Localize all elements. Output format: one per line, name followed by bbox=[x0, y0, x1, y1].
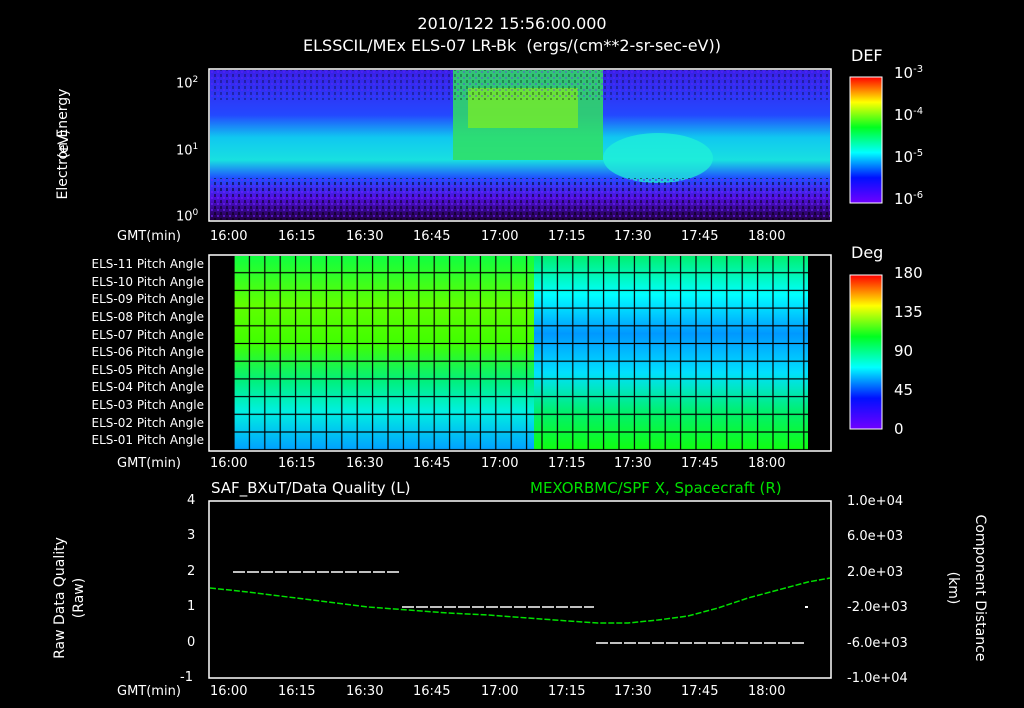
quality-distance-plot bbox=[208, 500, 832, 679]
distance-ylabel: Component Distance bbox=[972, 514, 988, 662]
def-tick-1e-4: 10-4 bbox=[894, 106, 924, 124]
gmt-label-3: GMT(min) bbox=[117, 684, 181, 699]
gmt-label-1: GMT(min) bbox=[117, 229, 181, 244]
pitch-angle-plot bbox=[208, 254, 832, 452]
panel3-title-right: MEXORBMC/SPF X, Spacecraft (R) bbox=[530, 479, 782, 497]
deg-tick-0: 0 bbox=[894, 420, 904, 438]
ytick-100: 102 bbox=[176, 75, 199, 92]
deg-tick-135: 135 bbox=[894, 303, 923, 321]
ytick-1: 100 bbox=[176, 208, 199, 225]
ytick-10: 101 bbox=[176, 142, 199, 159]
energy-ylabel-unit: (eV) bbox=[56, 129, 72, 159]
def-tick-1e-3: 10-3 bbox=[894, 64, 924, 82]
def-tick-1e-6: 10-6 bbox=[894, 190, 924, 208]
def-colorbar-title: DEF bbox=[851, 46, 883, 65]
spf-x-series bbox=[209, 577, 831, 624]
quality-ylabel-unit: (Raw) bbox=[71, 577, 87, 619]
quality-ylabel: Raw Data Quality bbox=[52, 537, 68, 659]
deg-tick-45: 45 bbox=[894, 381, 914, 399]
def-tick-1e-5: 10-5 bbox=[894, 148, 924, 166]
timestamp-title: 2010/122 15:56:00.000 bbox=[417, 14, 607, 33]
deg-tick-90: 90 bbox=[894, 342, 914, 360]
deg-colorbar-title: Deg bbox=[851, 243, 884, 262]
gmt-label-2: GMT(min) bbox=[117, 456, 181, 471]
spectrogram-plot bbox=[208, 68, 832, 222]
panel3-title-left: SAF_BXuT/Data Quality (L) bbox=[211, 479, 411, 497]
chart-subtitle: ELSSCIL/MEx ELS-07 LR-Bk (ergs/(cm**2-sr… bbox=[303, 36, 721, 55]
data-quality-series bbox=[233, 571, 804, 644]
def-colorbar bbox=[849, 76, 883, 204]
distance-ylabel-unit: (km) bbox=[945, 571, 961, 605]
deg-tick-180: 180 bbox=[894, 264, 923, 282]
deg-colorbar bbox=[849, 274, 883, 430]
